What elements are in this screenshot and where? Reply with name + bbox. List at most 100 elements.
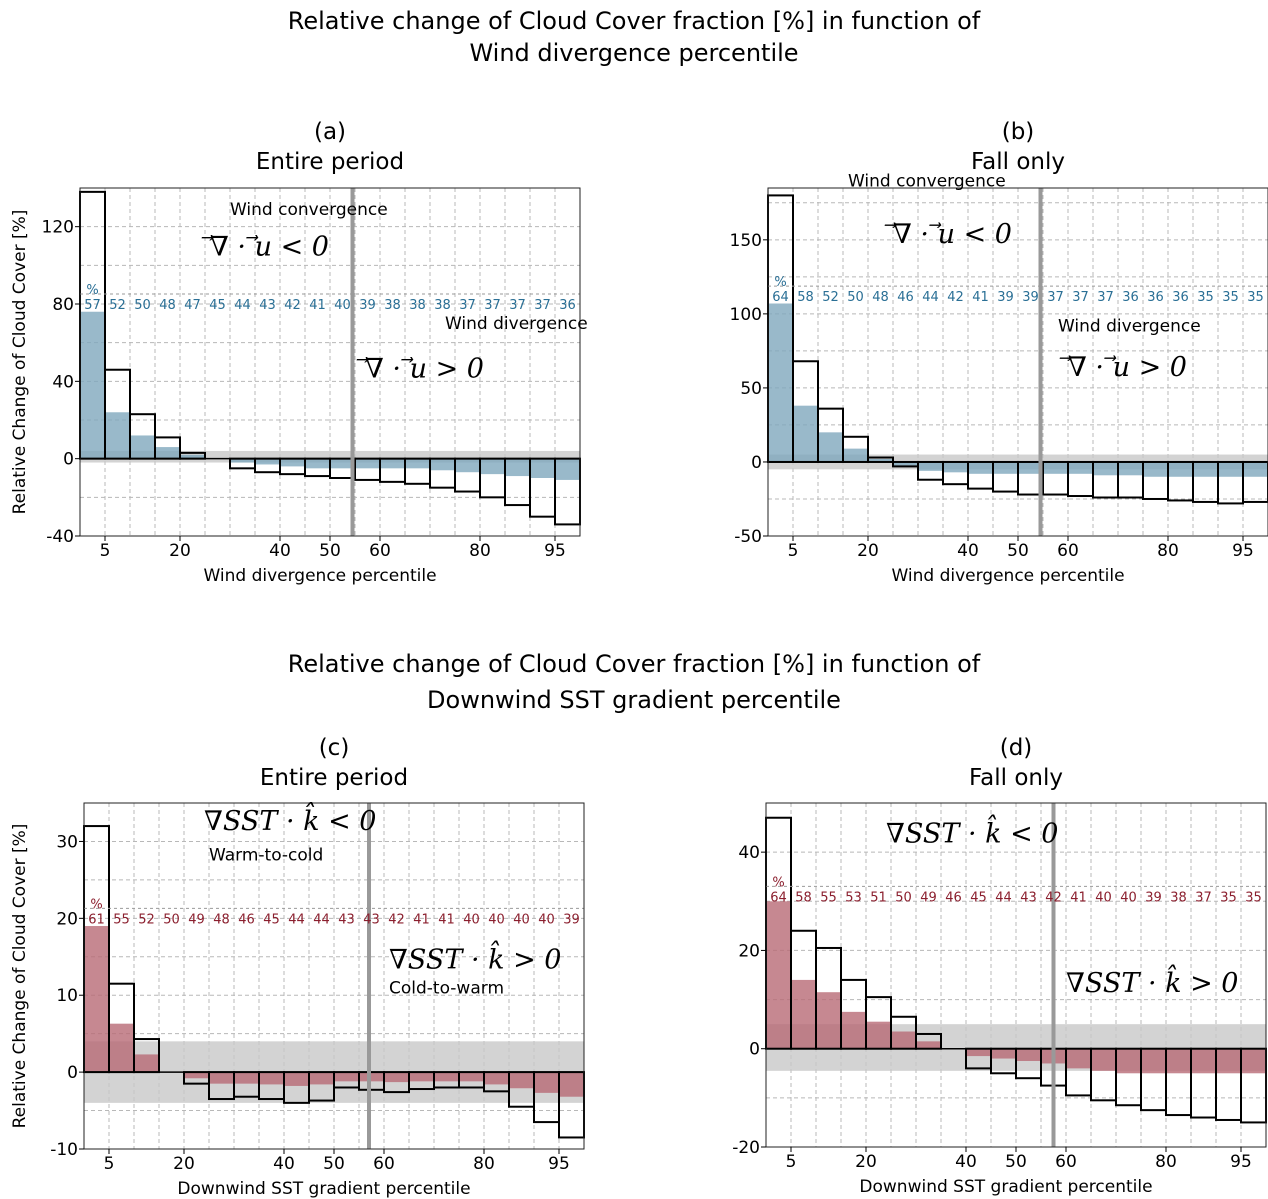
panel-a-filled-bar: [330, 458, 355, 469]
panel-a-x-tick-label: 5: [100, 541, 111, 561]
panel-c-percent-label: 40: [463, 912, 480, 927]
panel-c-filled-bar: [109, 1023, 134, 1073]
panel-b-percent-label: 36: [1172, 290, 1189, 305]
panel-c-percent-label: 40: [538, 912, 555, 927]
panel-c-filled-bar: [459, 1072, 484, 1082]
panel-d-title: Fall only: [969, 765, 1063, 791]
panel-d-filled-bar: [841, 1011, 866, 1049]
panel-c-filled-bar: [309, 1072, 334, 1085]
panel-b-filled-bar: [1093, 461, 1118, 476]
panel-b-percent-label: 48: [872, 290, 889, 305]
panel-d-percent-label: 39: [1145, 890, 1162, 905]
panel-c-percent-label: 48: [213, 912, 230, 927]
panel-d-filled-bar: [991, 1048, 1016, 1059]
panel-b-filled-bar: [1243, 461, 1268, 477]
panel-d-annotation: ∇SST · k̂ > 0: [1066, 964, 1238, 999]
panel-a-y-tick-label: 80: [52, 295, 74, 315]
panel-c-filled-bar: [409, 1072, 434, 1082]
panel-d-label: (d): [999, 735, 1033, 761]
panel-c-y-tick-label: 20: [56, 909, 78, 929]
panel-b-filled-bar: [1043, 461, 1068, 474]
panel-c-label: (c): [318, 735, 350, 761]
panel-b-percent-label: 39: [997, 290, 1014, 305]
panel-b-percent-label: 35: [1247, 290, 1264, 305]
panel-b-filled-bar: [868, 458, 893, 462]
panel-a-filled-bar: [305, 458, 330, 469]
panel-c-x-tick-label: 80: [473, 1154, 495, 1174]
panel-a-filled-bar: [230, 458, 255, 463]
figure-title-bottom-line2: Downwind SST gradient percentile: [427, 686, 841, 714]
panel-b-y-tick-label: 100: [730, 305, 762, 325]
panel-c-percent-label: 43: [363, 912, 380, 927]
panel-a-significance-band: [80, 450, 580, 463]
panel-d-percent-label: 53: [845, 890, 862, 905]
panel-c-x-tick-label: 50: [323, 1154, 345, 1174]
panel-b-filled-bar: [1218, 461, 1243, 477]
panel-c-filled-bar: [259, 1072, 284, 1085]
panel-d-filled-bar: [1191, 1048, 1216, 1074]
panel-d-y-tick-label: -20: [732, 1138, 760, 1158]
panel-a-percent-label: 38: [409, 298, 426, 313]
panel-c-y-axis-label: Relative Change of Cloud Cover [%]: [10, 824, 30, 1129]
panel-b-percent-marker: %: [774, 275, 786, 290]
panel-d-percent-label: 44: [995, 890, 1012, 905]
panel-b-y-tick-label: -50: [734, 527, 762, 547]
panel-b-filled-bar: [918, 461, 943, 471]
panel-a-x-axis-label: Wind divergence percentile: [203, 566, 436, 586]
figure-title-bottom-line1: Relative change of Cloud Cover fraction …: [287, 650, 981, 678]
panel-a-annotation: Wind convergence: [230, 200, 388, 220]
panel-b-percent-label: 37: [1097, 290, 1114, 305]
panel-d-y-tick-label: 40: [738, 843, 760, 863]
panel-b-x-tick-label: 80: [1157, 541, 1179, 561]
panel-b-annotation: ⃗∇ · ⃗u > 0: [1059, 352, 1187, 383]
panel-a-percent-label: 37: [484, 298, 501, 313]
panel-c-annotation: Cold-to-warm: [389, 979, 504, 999]
panel-a-filled-bar: [80, 311, 105, 459]
panel-a-percent-label: 41: [309, 298, 326, 313]
panel-d-x-tick-label: 80: [1155, 1152, 1177, 1172]
panel-c-y-tick-label: 10: [56, 986, 78, 1006]
panel-b-filled-bar: [1168, 461, 1193, 477]
panel-c-percent-label: 43: [338, 912, 355, 927]
panel-a-x-tick-label: 80: [469, 541, 491, 561]
panel-c-percent-label: 46: [238, 912, 255, 927]
panel-b-y-tick-label: 50: [740, 379, 762, 399]
panel-d-percent-marker: %: [772, 875, 784, 890]
panel-d-y-tick-label: 20: [738, 941, 760, 961]
panel-b-plot: [763, 187, 1268, 541]
panel-d-filled-bar: [891, 1031, 916, 1049]
panel-b-title: Fall only: [971, 149, 1065, 175]
panel-c-x-tick-label: 60: [373, 1154, 395, 1174]
panel-b-percent-label: 50: [847, 290, 864, 305]
panel-c-percent-label: 44: [313, 912, 330, 927]
panel-b-y-tick-label: 150: [730, 231, 762, 251]
panel-c-annotation: ∇SST · k̂ > 0: [389, 940, 561, 975]
panel-a-filled-bar: [105, 412, 130, 459]
panel-a-y-tick-label: 0: [63, 450, 74, 470]
panel-d-filled-bar: [791, 979, 816, 1049]
panel-a-percent-label: 37: [459, 298, 476, 313]
panel-a-x-tick-label: 40: [269, 541, 291, 561]
panel-a-percent-label: 37: [534, 298, 551, 313]
panel-b-percent-label: 46: [897, 290, 914, 305]
panel-a-filled-bar: [355, 458, 380, 469]
panel-c-filled-bar: [184, 1072, 209, 1079]
panel-c-percent-label: 39: [563, 912, 580, 927]
panel-a-percent-label: 38: [384, 298, 401, 313]
panel-d-filled-bar: [1166, 1048, 1191, 1074]
panel-b-percent-label: 37: [1047, 290, 1064, 305]
panel-d-x-axis-label: Downwind SST gradient percentile: [859, 1177, 1152, 1197]
figure-title-top-line1: Relative change of Cloud Cover fraction …: [287, 7, 981, 35]
panel-c-filled-bar: [384, 1072, 409, 1083]
panel-d-filled-bar: [1066, 1048, 1091, 1069]
panel-c-percent-label: 42: [388, 912, 405, 927]
panel-b-x-tick-label: 60: [1057, 541, 1079, 561]
panel-b-y-tick-label: 0: [751, 453, 762, 473]
panel-b-percent-label: 52: [822, 290, 839, 305]
panel-a-percent-label: 45: [209, 298, 226, 313]
panel-a-percent-label: 48: [159, 298, 176, 313]
panel-d-filled-bar: [1091, 1048, 1116, 1071]
panel-c-annotation: Warm-to-cold: [209, 846, 323, 866]
panel-a-plot: [75, 187, 581, 541]
